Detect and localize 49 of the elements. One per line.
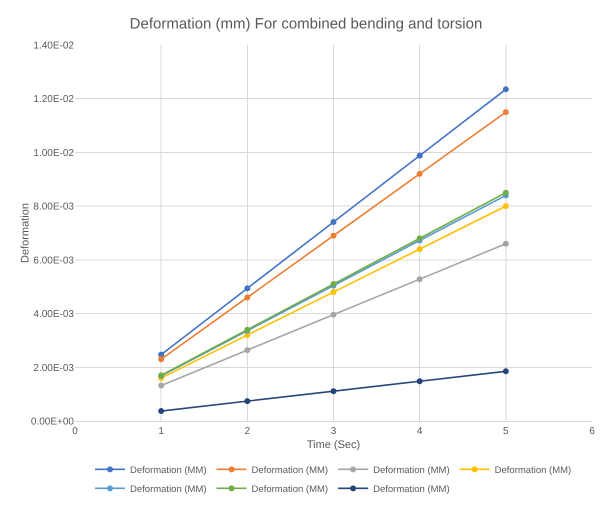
y-tick-label: 2.00E-03 [33, 362, 74, 374]
legend-label: Deformation (MM) [130, 465, 207, 476]
y-tick-label: 1.00E-02 [33, 148, 74, 159]
legend-label: Deformation (MM) [130, 484, 207, 496]
point [502, 203, 509, 210]
x-tick-label: 3 [330, 426, 337, 437]
y-tick-label: 1.40E-02 [33, 40, 74, 52]
point [416, 276, 423, 282]
x-tick-label: 1 [158, 426, 164, 437]
x-tick-label: 0 [72, 426, 78, 437]
point [416, 170, 423, 177]
point [502, 86, 509, 92]
y-tick-label: 0.00E+00 [30, 416, 74, 428]
y-tick-label: 6.00E-03 [33, 255, 74, 266]
point [330, 232, 336, 239]
y-tick-label: 4.00E-03 [33, 309, 74, 320]
point [330, 218, 336, 225]
legend-label: Deformation (MM) [252, 484, 328, 496]
legend-label: Deformation (MM) [494, 465, 572, 476]
point [502, 368, 509, 374]
point [502, 240, 509, 247]
y-axis-title: Deformation [19, 203, 32, 263]
point [330, 289, 336, 296]
point [330, 312, 336, 318]
point [502, 109, 509, 116]
point [244, 285, 250, 292]
point [416, 235, 423, 242]
x-axis-title: Time (Sec) [306, 439, 360, 452]
y-tick-label: 8.00E-03 [33, 202, 74, 213]
point [158, 408, 164, 414]
x-tick-label: 5 [503, 426, 510, 437]
point [244, 294, 250, 300]
point [244, 398, 250, 404]
legend-label: Deformation (MM) [373, 465, 450, 476]
point [502, 190, 509, 196]
chart-title: Deformation (mm) For combined bending and torsion [130, 16, 482, 33]
x-tick-label: 2 [244, 426, 251, 437]
point [244, 347, 250, 354]
point [416, 378, 423, 384]
point [416, 152, 423, 159]
point [416, 246, 423, 252]
legend-label: Deformation (MM) [252, 465, 328, 476]
x-tick-label: 6 [589, 426, 596, 437]
point [158, 356, 164, 362]
legend-label: Deformation (MM) [373, 484, 450, 496]
point [330, 388, 336, 394]
point [158, 382, 164, 389]
y-tick-label: 1.20E-02 [33, 94, 74, 106]
x-tick-label: 4 [416, 426, 423, 437]
